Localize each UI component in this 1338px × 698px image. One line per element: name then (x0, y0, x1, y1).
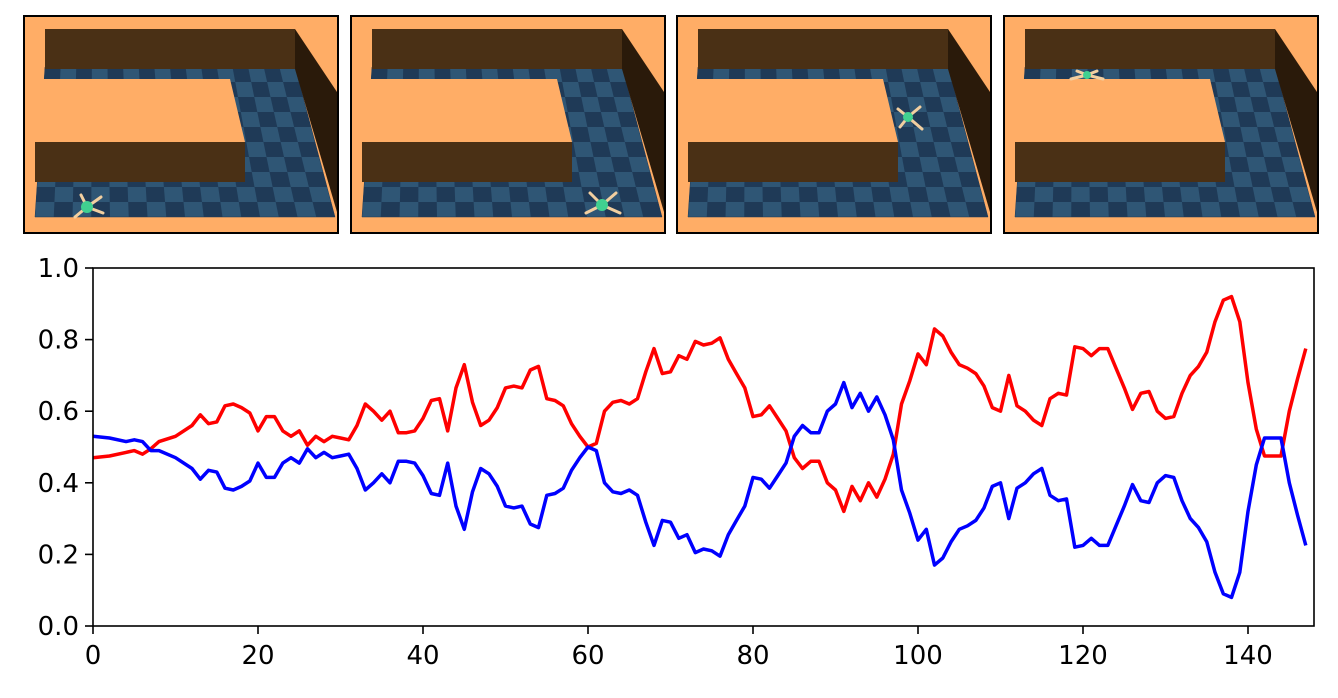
back-wall (45, 29, 295, 69)
y-tick-label: 0.8 (38, 326, 79, 356)
y-tick-label: 1.0 (38, 254, 79, 284)
back-wall (372, 29, 622, 69)
x-tick-label: 40 (406, 641, 439, 671)
ant-robot (896, 105, 924, 131)
maze-panel-2 (350, 15, 666, 234)
series-lines (92, 294, 1308, 600)
maze-scene (678, 17, 990, 232)
y-tick-label: 0.2 (38, 540, 79, 570)
blue-series-line (92, 380, 1308, 600)
right-wall (622, 29, 664, 212)
maze-scene (1005, 17, 1317, 232)
y-axis: 0.0 0.2 0.4 0.6 0.8 1.0 (38, 254, 93, 642)
x-tick-label: 0 (85, 641, 102, 671)
ant-robot (584, 191, 622, 215)
ant-robot (1069, 69, 1105, 81)
ant-robot (73, 193, 105, 219)
red-series-line (92, 294, 1308, 514)
center-wall-front (362, 142, 572, 182)
x-tick-label: 20 (241, 641, 274, 671)
center-wall-top (1005, 79, 1225, 142)
center-wall-front (1015, 142, 1225, 182)
center-wall-top (352, 79, 572, 142)
x-tick-label: 100 (893, 641, 943, 671)
center-wall-front (35, 142, 245, 182)
back-wall (698, 29, 948, 69)
x-tick-label: 60 (571, 641, 604, 671)
y-tick-label: 0.6 (38, 397, 79, 427)
maze-panel-3 (676, 15, 992, 234)
right-wall (295, 29, 337, 212)
maze-panel-1 (23, 15, 339, 234)
center-wall-front (688, 142, 898, 182)
maze-scene (25, 17, 337, 232)
x-tick-label: 120 (1058, 641, 1108, 671)
right-wall (948, 29, 990, 212)
y-tick-label: 0.0 (38, 612, 79, 642)
probability-line-chart: 0.0 0.2 0.4 0.6 0.8 1.0 0 20 40 60 80 100 120 140 (38, 254, 1315, 671)
back-wall (1025, 29, 1275, 69)
maze-scene (352, 17, 664, 232)
maze-panel-4 (1003, 15, 1319, 234)
center-wall-top (25, 79, 245, 142)
plot-frame (92, 267, 1315, 627)
x-tick-label: 140 (1223, 641, 1273, 671)
y-tick-label: 0.4 (38, 469, 79, 499)
right-wall (1275, 29, 1317, 212)
center-wall-top (678, 79, 898, 142)
x-axis: 0 20 40 60 80 100 120 140 (85, 626, 1273, 671)
x-tick-label: 80 (736, 641, 769, 671)
